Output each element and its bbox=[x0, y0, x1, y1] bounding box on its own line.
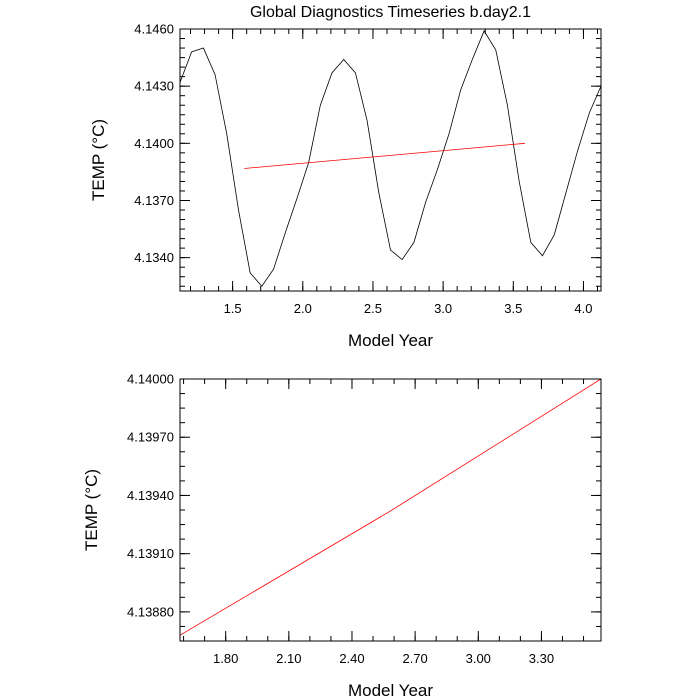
x-tick-label: 3.0 bbox=[434, 301, 452, 316]
x-tick-label: 3.5 bbox=[504, 301, 522, 316]
y-tick-label: 4.13910 bbox=[127, 546, 174, 561]
x-tick-label: 2.70 bbox=[402, 651, 427, 666]
x-axis-label: Model Year bbox=[348, 331, 433, 350]
y-axis-label: TEMP (°C) bbox=[82, 469, 101, 551]
y-tick-label: 4.13940 bbox=[127, 488, 174, 503]
y-tick-label: 4.1460 bbox=[134, 22, 174, 37]
x-tick-label: 4.0 bbox=[574, 301, 592, 316]
x-tick-label: 1.80 bbox=[213, 651, 238, 666]
series-line-1 bbox=[180, 30, 601, 287]
x-tick-label: 2.40 bbox=[339, 651, 364, 666]
chart-panel-1: 1.5 2.0 2.5 3.0 3.5 4.0 4.1340 4.1370 4.1400 4.14… bbox=[89, 4, 602, 350]
y-axis-label: TEMP (°C) bbox=[89, 119, 108, 201]
y-tick-label: 4.1430 bbox=[134, 79, 174, 94]
x-tick-label: 2.10 bbox=[276, 651, 301, 666]
x-tick-label: 1.5 bbox=[224, 301, 242, 316]
x-tick-label: 3.00 bbox=[466, 651, 491, 666]
plot-frame bbox=[179, 28, 602, 292]
y-tick-label: 4.13970 bbox=[127, 430, 174, 445]
y-tick-label: 4.13880 bbox=[127, 604, 174, 619]
x-tick-label: 2.5 bbox=[364, 301, 382, 316]
y-tick-label: 4.1400 bbox=[134, 136, 174, 151]
plot-frame bbox=[179, 378, 602, 642]
x-tick-label: 3.30 bbox=[529, 651, 554, 666]
x-axis-label: Model Year bbox=[348, 681, 433, 700]
series-line-1 bbox=[180, 379, 601, 636]
chart-panel-2: 1.80 2.10 2.40 2.70 3.00 3.30 4.13880 4.13910 4.… bbox=[82, 372, 602, 700]
x-tick-label: 2.0 bbox=[294, 301, 312, 316]
y-tick-label: 4.1340 bbox=[134, 250, 174, 265]
series-line-2 bbox=[244, 142, 525, 169]
y-tick-label: 4.14000 bbox=[127, 372, 174, 387]
chart-title: Global Diagnostics Timeseries b.day2.1 bbox=[250, 4, 531, 21]
y-tick-label: 4.1370 bbox=[134, 193, 174, 208]
